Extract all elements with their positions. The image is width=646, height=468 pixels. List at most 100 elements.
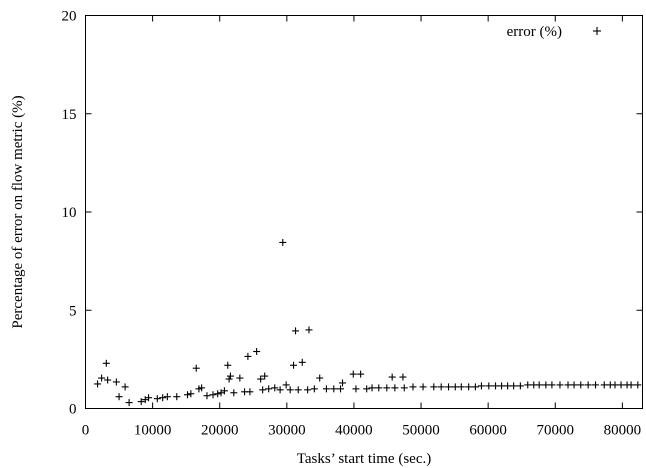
data-point [457,383,465,391]
data-point [330,385,338,393]
data-point [121,383,129,391]
legend: error (%) [507,24,601,40]
data-point [112,378,120,386]
data-point [383,384,391,392]
data-point [94,380,102,388]
data-point [163,393,171,401]
data-point [592,381,600,389]
y-tick-label: 0 [69,402,77,418]
data-point [352,385,360,393]
data-point [192,364,200,372]
data-point [173,393,181,401]
data-points [94,238,642,407]
y-axis-ticks: 0 5 10 15 20 [62,9,643,418]
data-point [363,385,371,393]
x-tick-label: 0 [82,423,90,439]
data-point [198,384,206,392]
data-point [477,382,485,390]
data-point [265,385,273,393]
data-point [259,386,267,394]
y-axis-label: Percentage of error on flow metric (%) [10,95,26,328]
data-point [451,383,459,391]
data-point [298,358,306,366]
x-tick-label: 70000 [537,423,575,439]
data-point [375,384,383,392]
data-point [542,381,550,389]
data-point [322,385,330,393]
data-point [282,381,290,389]
data-point [617,381,625,389]
data-point [368,384,376,392]
data-point [564,381,572,389]
x-tick-label: 30000 [268,423,306,439]
data-point [304,386,312,394]
data-point [305,326,313,334]
data-point [276,386,284,394]
data-point [153,395,161,403]
data-point [409,383,417,391]
data-point [445,383,453,391]
data-point [399,373,407,381]
legend-label: error (%) [507,24,562,40]
data-point [310,385,318,393]
data-point [556,381,564,389]
data-point [584,381,592,389]
data-point [339,379,347,387]
data-point [137,398,145,406]
data-point [465,383,473,391]
data-point [600,381,608,389]
data-point [104,376,112,384]
data-point [159,394,167,402]
x-axis-label: Tasks’ start time (sec.) [297,451,431,467]
data-point [316,374,324,382]
data-point [214,390,222,398]
data-point [184,391,192,399]
data-point [290,361,298,369]
data-point [209,391,217,399]
x-tick-label: 50000 [402,423,440,439]
data-point [400,384,408,392]
data-point [271,384,279,392]
data-point [257,375,265,383]
data-point [226,372,234,380]
data-point [253,348,261,356]
data-point [244,352,252,360]
x-tick-label: 60000 [469,423,507,439]
data-point [498,382,506,390]
data-point [225,375,233,383]
x-tick-label: 20000 [201,423,239,439]
y-tick-label: 10 [62,205,77,221]
data-point [292,327,300,335]
data-point [115,393,123,401]
data-point [388,373,396,381]
data-point [261,372,269,380]
data-point [437,383,445,391]
plot-frame [85,15,643,409]
data-point [294,386,302,394]
data-point [102,359,110,367]
data-point [570,381,578,389]
legend-marker [593,27,601,35]
data-point [145,394,153,402]
data-point [220,387,228,395]
data-point [279,238,287,246]
data-point [98,374,106,382]
data-point [485,382,493,390]
data-point [337,385,345,393]
data-point [504,382,512,390]
data-point [203,392,211,400]
x-tick-label: 10000 [134,423,172,439]
data-point [577,381,585,389]
data-point [492,382,500,390]
data-point [524,381,532,389]
x-tick-label: 80000 [604,423,642,439]
data-point [419,383,427,391]
data-point [230,389,238,397]
data-point [349,370,357,378]
y-tick-label: 5 [69,303,77,319]
y-tick-label: 15 [62,107,77,123]
data-point [187,390,195,398]
y-tick-label: 20 [62,9,77,25]
data-point [634,381,642,389]
